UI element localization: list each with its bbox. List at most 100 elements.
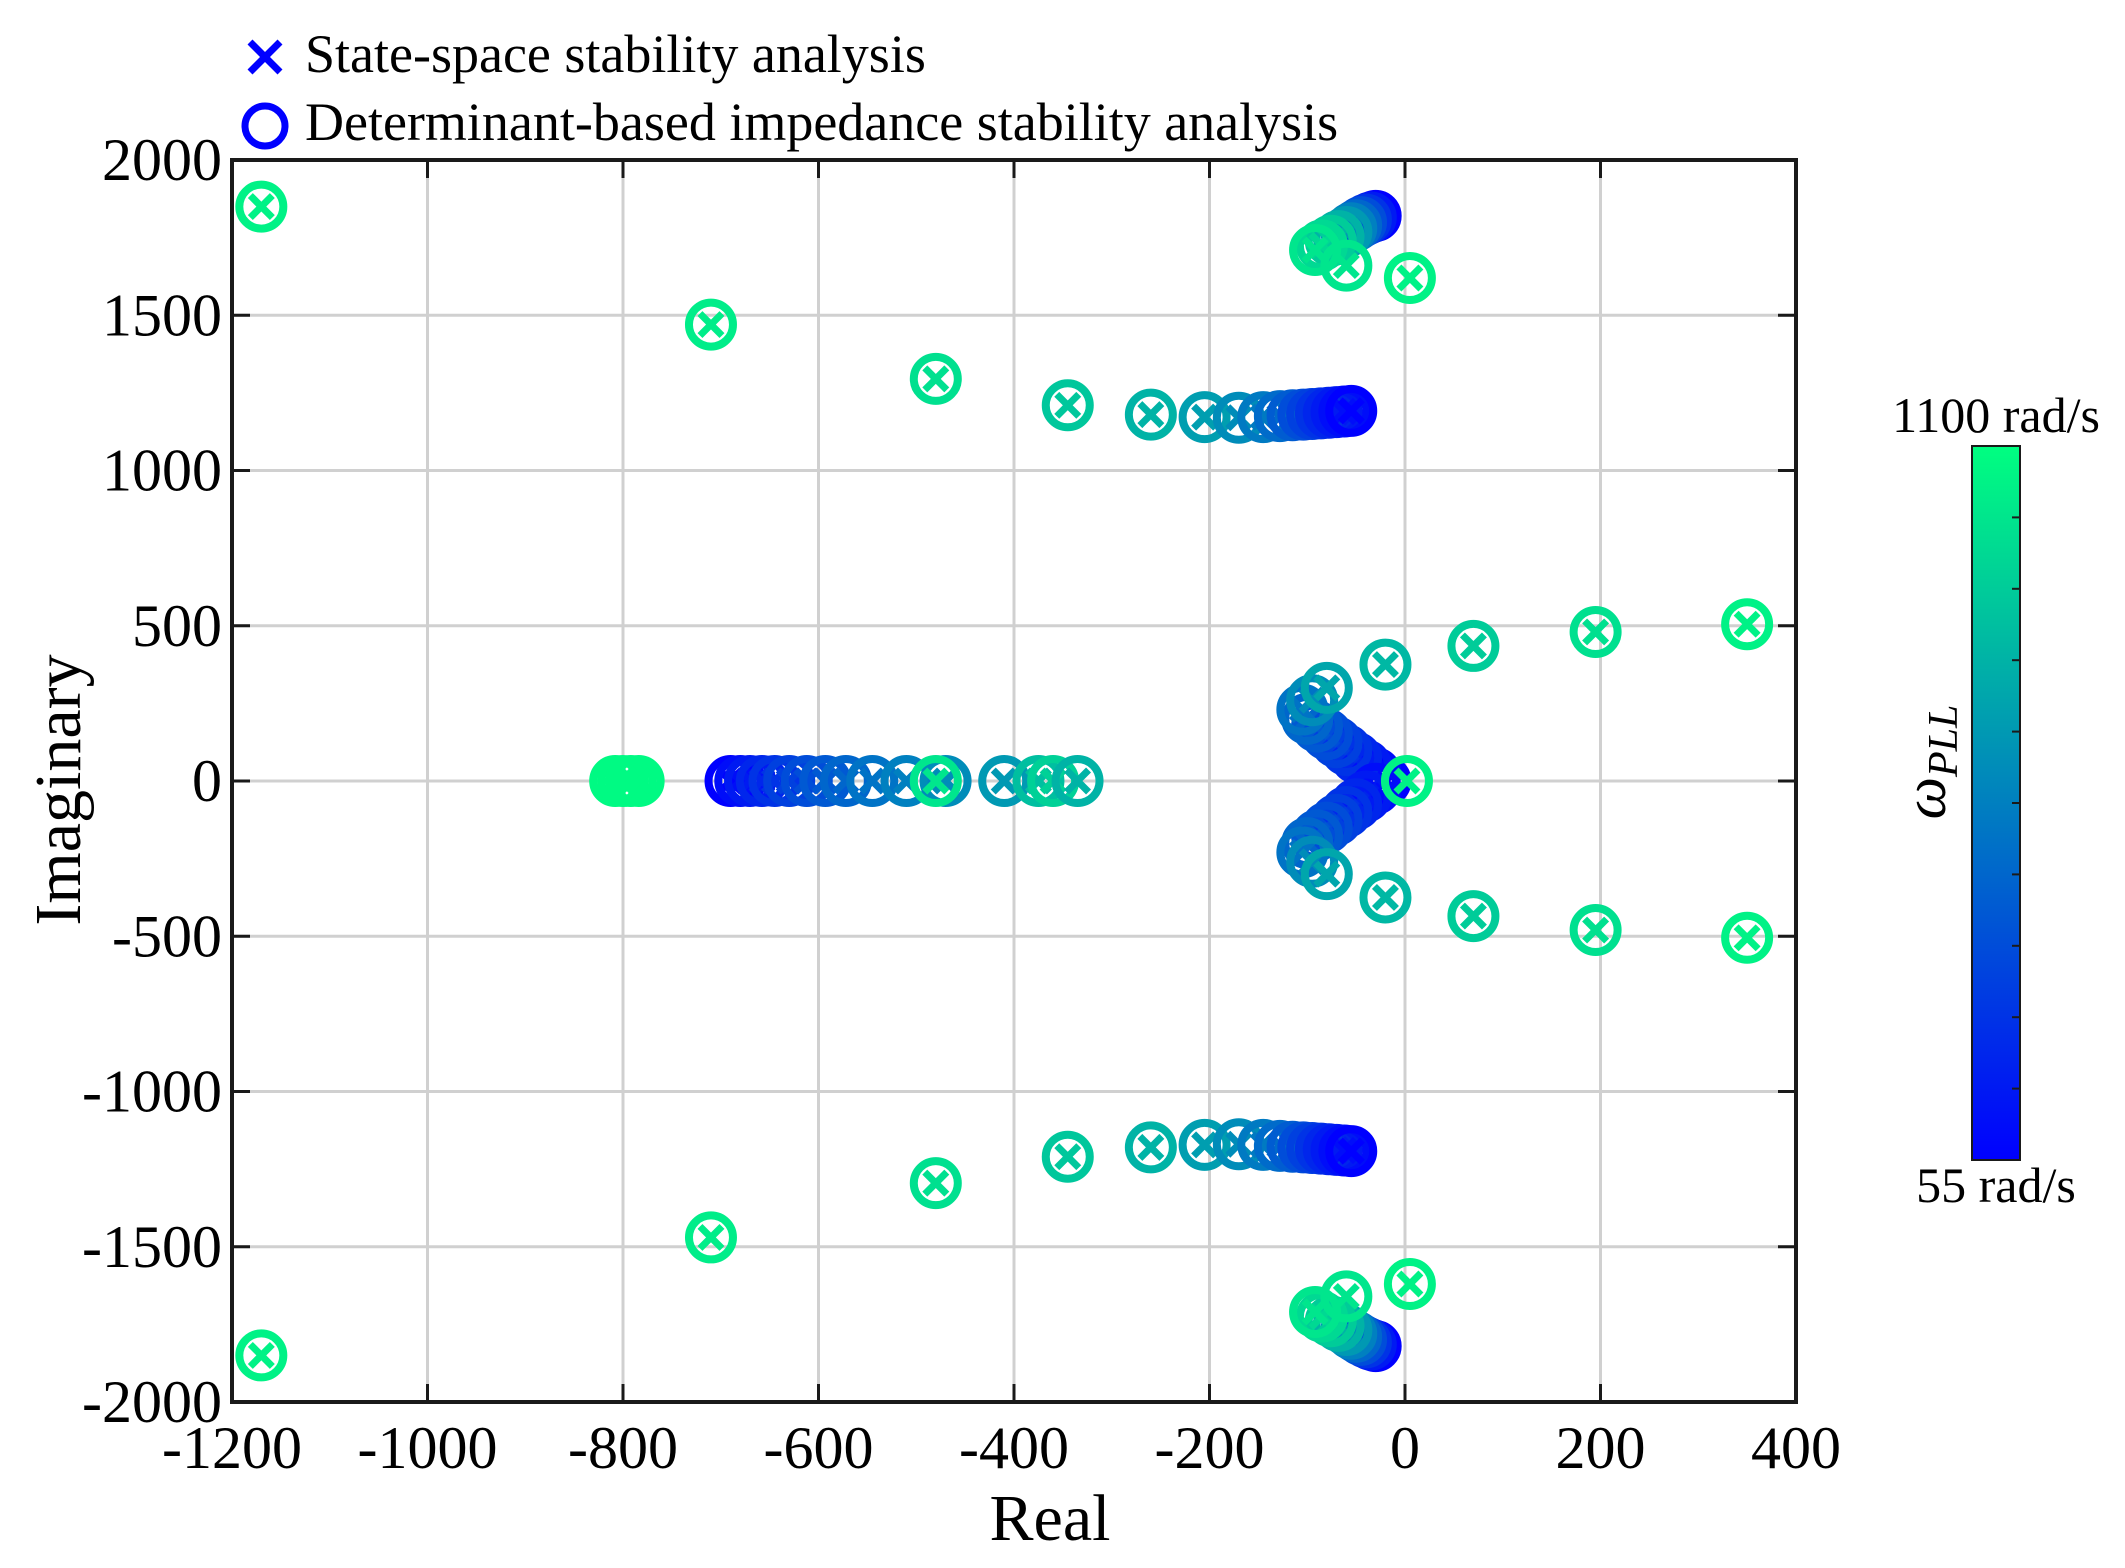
impedance-circle-marker [1569,605,1622,658]
state-space-x-marker [697,311,725,339]
data-point [684,1211,737,1264]
impedance-circle-marker [684,298,737,351]
data-point [1721,911,1774,964]
state-space-x-marker [1396,1270,1424,1298]
state-space-x-marker [247,1341,275,1369]
grid [232,160,1796,1402]
legend-x-marker-icon [247,39,283,75]
state-space-x-marker [247,193,275,221]
x-axis-label: Real [990,1482,1111,1555]
impedance-circle-marker [1286,835,1339,888]
data-point [1380,755,1433,807]
state-space-x-marker [1733,610,1761,638]
state-space-x-marker [922,767,950,795]
y-axis-label: Imaginary [22,654,95,925]
impedance-circle-marker [612,755,665,807]
impedance-circle-marker [1320,239,1373,292]
impedance-circle-marker [1300,848,1353,901]
state-space-x-marker [1332,252,1360,280]
impedance-circle-marker [235,180,288,233]
y-tick-label: 2000 [102,127,222,193]
impedance-circle-marker [1012,755,1065,807]
y-tick-label: 1000 [102,438,222,504]
impedance-circle-marker [1383,1258,1436,1311]
state-space-x-marker [1371,883,1399,911]
data-point [684,298,737,351]
x-tick-label: -200 [1155,1415,1265,1481]
data-point [1051,755,1104,807]
data-point [235,180,288,233]
state-space-x-marker [990,767,1018,795]
x-tick-label: 0 [1390,1415,1420,1481]
x-tick-label: -400 [959,1415,1069,1481]
x-tick-label: 400 [1751,1415,1841,1481]
impedance-circle-marker [1325,384,1378,437]
data-point [1300,661,1353,714]
impedance-circle-marker [1447,619,1500,672]
x-tick-label: 200 [1556,1415,1646,1481]
data-point [1041,1130,1094,1183]
data-point [1178,391,1231,444]
impedance-circle-marker [1051,755,1104,807]
state-space-x-marker [1330,1137,1358,1164]
colorbar: 1100 rad/s 55 rad/s ωPLL [1892,387,2100,1213]
state-space-x-marker [1393,767,1421,795]
data-point [1359,871,1412,924]
data-point [1124,1121,1177,1174]
impedance-circle-marker [1721,911,1774,964]
state-space-x-marker [1313,860,1341,888]
y-tick-label: 500 [132,593,222,659]
y-tick-label: 1500 [102,282,222,348]
state-space-x-marker [1137,1133,1165,1161]
markers [235,180,1774,1382]
data-point [1569,605,1622,658]
state-space-x-marker [1054,391,1082,419]
state-space-x-marker [1191,1131,1219,1159]
legend-label-state-space: State-space stability analysis [305,24,926,84]
impedance-circle-marker [1569,904,1622,957]
impedance-circle-marker [1383,251,1436,304]
legend-label-impedance: Determinant-based impedance stability an… [305,92,1338,152]
data-point [909,755,962,807]
impedance-circle-marker [235,1329,288,1382]
data-point [1325,1125,1378,1178]
state-space-x-marker [1064,767,1092,795]
y-tick-label: -1500 [82,1214,222,1280]
legend: State-space stability analysis Determina… [241,24,1338,152]
impedance-circle-marker [1380,755,1433,807]
state-space-x-marker [1313,674,1341,702]
colorbar-ticks [2012,516,2020,1090]
state-space-x-marker [1371,651,1399,679]
data-point [1124,388,1177,441]
data-point [1383,1258,1436,1311]
impedance-circle-marker [1041,379,1094,432]
data-point [1359,638,1412,691]
impedance-circle-marker [909,755,962,807]
state-space-x-marker [1332,1282,1360,1310]
impedance-circle-marker [1721,598,1774,651]
impedance-circle-marker [1041,1130,1094,1183]
impedance-circle-marker [1447,890,1500,943]
state-space-x-marker [1582,916,1610,944]
data-point [846,755,899,807]
data-point [1041,379,1094,432]
x-tick-label: -1200 [162,1415,302,1481]
state-space-x-marker [1054,1143,1082,1171]
impedance-circle-marker [909,352,962,405]
x-tick-label: -1000 [358,1415,498,1481]
state-space-x-marker [625,767,653,795]
plot-area: -1200 -1000 -800 -600 -400 -200 0 200 400-2000-1… [82,127,1841,1481]
state-space-x-marker [922,365,950,393]
data-point [1320,239,1373,292]
impedance-circle-marker [1325,1125,1378,1178]
data-point [978,755,1031,807]
state-space-x-marker [858,767,886,795]
y-tick-label: -500 [112,903,222,969]
impedance-circle-marker [1178,1118,1231,1171]
data-point [235,1329,288,1382]
impedance-circle-marker [1178,391,1231,444]
colorbar-max-label: 1100 rad/s [1892,387,2100,443]
state-space-x-marker [1337,1137,1365,1165]
state-space-x-marker [617,767,645,795]
data-point [1300,848,1353,901]
